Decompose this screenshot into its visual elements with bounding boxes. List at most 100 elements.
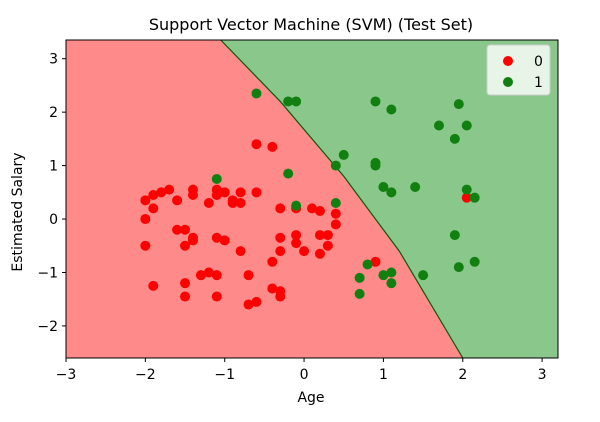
y-tick-label: 3 [49, 52, 58, 68]
data-point-class-0 [203, 267, 214, 278]
data-point-class-1 [378, 181, 389, 192]
x-tick-label: −2 [135, 367, 156, 383]
data-point-class-0 [219, 235, 230, 246]
data-point-class-0 [187, 235, 198, 246]
chart-title: Support Vector Machine (SVM) (Test Set) [149, 15, 473, 34]
data-point-class-0 [267, 141, 278, 152]
data-point-class-0 [299, 246, 310, 257]
data-point-class-0 [330, 219, 341, 230]
data-point-class-0 [243, 299, 254, 310]
legend-label-class-1: 1 [534, 75, 543, 91]
data-point-class-1 [283, 96, 294, 107]
data-point-class-1 [283, 168, 294, 179]
data-point-class-1 [386, 187, 397, 198]
data-point-class-0 [180, 240, 191, 251]
data-point-class-1 [453, 262, 464, 273]
decision-region-class-1 [220, 40, 558, 358]
data-point-class-0 [172, 195, 183, 206]
data-point-class-1 [469, 256, 480, 267]
data-point-class-0 [235, 187, 246, 198]
data-point-class-1 [291, 96, 302, 107]
data-point-class-0 [187, 189, 198, 200]
data-point-class-0 [164, 184, 175, 195]
data-point-class-0 [211, 270, 222, 281]
data-point-class-0 [291, 230, 302, 241]
data-point-class-0 [461, 192, 472, 203]
data-point-class-0 [243, 270, 254, 281]
plot-area [66, 40, 558, 358]
data-point-class-0 [275, 246, 286, 257]
data-point-class-0 [211, 232, 222, 243]
data-point-class-1 [469, 192, 480, 203]
data-point-class-0 [156, 187, 167, 198]
data-point-class-0 [275, 203, 286, 214]
data-points [140, 88, 480, 310]
data-point-class-1 [338, 149, 349, 160]
data-point-class-1 [291, 200, 302, 211]
x-axis: −3 −2 −1 0 1 2 3 [56, 358, 547, 383]
data-point-class-0 [322, 240, 333, 251]
data-point-class-1 [211, 173, 222, 184]
data-point-class-0 [314, 248, 325, 259]
legend-label-class-0: 0 [534, 54, 543, 70]
plot-frame [65, 39, 559, 359]
data-point-class-0 [172, 224, 183, 235]
data-point-class-1 [418, 270, 429, 281]
data-point-class-0 [227, 198, 238, 209]
data-point-class-0 [180, 224, 191, 235]
data-point-class-0 [307, 203, 317, 214]
y-tick-label: −2 [37, 319, 58, 335]
data-point-class-1 [461, 184, 472, 195]
legend-box [486, 44, 551, 96]
data-point-class-1 [453, 99, 464, 110]
data-point-class-0 [195, 270, 206, 281]
x-tick-label: 1 [379, 367, 388, 383]
data-point-class-1 [410, 181, 421, 192]
data-point-class-0 [140, 240, 151, 251]
data-point-class-1 [378, 270, 389, 281]
data-point-class-0 [211, 291, 222, 302]
data-point-class-0 [148, 203, 159, 214]
data-point-class-0 [322, 230, 333, 241]
data-point-class-0 [251, 139, 262, 150]
data-point-class-0 [251, 187, 262, 198]
y-axis: −2 −1 0 1 2 3 [37, 52, 66, 335]
data-point-class-0 [235, 198, 246, 209]
legend: 0 1 [486, 44, 551, 96]
data-point-class-0 [148, 280, 159, 291]
y-tick-label: 0 [49, 212, 58, 228]
data-point-class-0 [140, 214, 151, 225]
x-tick-label: −3 [56, 367, 77, 383]
y-tick-label: 2 [49, 105, 58, 121]
data-point-class-0 [203, 198, 214, 209]
data-point-class-0 [330, 208, 341, 219]
data-point-class-0 [148, 189, 159, 200]
x-tick-label: 3 [538, 367, 547, 383]
data-point-class-1 [386, 104, 397, 115]
legend-marker-class-1 [503, 77, 513, 87]
data-point-class-1 [386, 267, 397, 278]
decision-boundary-line [220, 40, 464, 358]
data-point-class-1 [461, 120, 472, 131]
data-point-class-0 [219, 187, 230, 198]
data-point-class-0 [291, 238, 302, 249]
data-point-class-0 [275, 291, 286, 302]
data-point-class-1 [330, 160, 341, 171]
data-point-class-1 [370, 96, 381, 107]
data-point-class-0 [180, 291, 191, 302]
x-tick-label: −1 [214, 367, 235, 383]
data-point-class-1 [354, 288, 365, 299]
data-point-class-1 [449, 133, 460, 144]
data-point-class-0 [140, 195, 151, 206]
x-axis-label: Age [297, 390, 324, 406]
data-point-class-0 [314, 206, 325, 217]
y-axis-label: Estimated Salary [10, 152, 26, 271]
legend-marker-class-0 [503, 56, 513, 66]
data-point-class-1 [449, 230, 460, 241]
data-point-class-0 [267, 256, 278, 267]
data-point-class-1 [370, 160, 381, 171]
data-point-class-0 [370, 256, 381, 267]
data-point-class-1 [433, 120, 444, 131]
data-point-class-1 [330, 198, 341, 209]
